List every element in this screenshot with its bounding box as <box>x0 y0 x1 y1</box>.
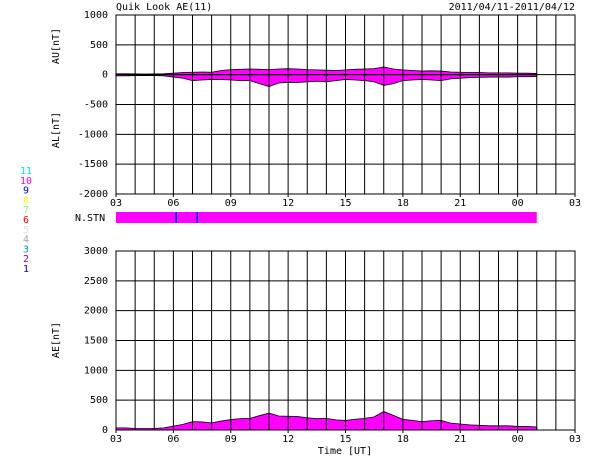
station-segment <box>116 212 176 223</box>
y-tick-label: 500 <box>90 40 108 51</box>
y-tick-label: -2000 <box>78 189 108 200</box>
x-tick-label: 21 <box>454 434 466 445</box>
x-tick-label: 18 <box>397 434 409 445</box>
x-tick-label: 15 <box>339 198 351 209</box>
x-tick-label: 12 <box>282 198 294 209</box>
x-tick-label: 03 <box>110 434 122 445</box>
y-tick-label: 2500 <box>84 276 108 287</box>
chart-title: Quik Look AE(11) <box>116 2 212 13</box>
y-tick-label: 3000 <box>84 246 108 257</box>
x-axis-label: Time [UT] <box>318 446 372 457</box>
y-tick-label: 0 <box>102 425 108 436</box>
station-legend-label: 3 <box>23 244 29 255</box>
x-tick-label: 03 <box>569 434 581 445</box>
station-legend-label: 8 <box>23 195 29 206</box>
x-tick-label: 06 <box>167 434 179 445</box>
station-legend-label: 9 <box>23 186 29 197</box>
x-tick-label: 00 <box>512 198 524 209</box>
station-legend-label: 11 <box>20 166 32 177</box>
station-segment <box>177 212 197 223</box>
station-legend-label: 10 <box>20 176 32 187</box>
x-tick-label: 09 <box>225 198 237 209</box>
y-axis-label: AE[nT] <box>51 322 62 358</box>
x-tick-label: 03 <box>110 198 122 209</box>
station-legend-label: 5 <box>23 225 29 236</box>
x-tick-label: 09 <box>225 434 237 445</box>
y-tick-label: -1000 <box>78 129 108 140</box>
y-tick-label: 1000 <box>84 10 108 21</box>
y-axis-label: AL[nT] <box>51 112 62 148</box>
station-legend-label: 2 <box>23 254 29 265</box>
x-tick-label: 12 <box>282 434 294 445</box>
y-tick-label: 1500 <box>84 336 108 347</box>
y-tick-label: 2000 <box>84 306 108 317</box>
x-tick-label: 00 <box>512 434 524 445</box>
station-label: N.STN <box>75 213 105 224</box>
y-tick-label: 500 <box>90 395 108 406</box>
x-tick-label: 15 <box>339 434 351 445</box>
station-legend-label: 6 <box>23 215 29 226</box>
y-tick-label: 0 <box>102 70 108 81</box>
x-tick-label: 18 <box>397 198 409 209</box>
y-axis-label: AU[nT] <box>51 28 62 64</box>
station-legend-label: 7 <box>23 205 29 216</box>
x-tick-label: 06 <box>167 198 179 209</box>
station-segment <box>175 212 178 223</box>
station-legend-label: 4 <box>23 235 29 246</box>
plot-frame <box>115 14 576 195</box>
y-tick-label: 1000 <box>84 365 108 376</box>
station-segment <box>198 212 537 223</box>
y-tick-label: -1500 <box>78 159 108 170</box>
plot-frame <box>115 250 576 431</box>
date-range: 2011/04/11-2011/04/12 <box>449 2 575 13</box>
station-segment <box>196 212 199 223</box>
x-tick-label: 03 <box>569 198 581 209</box>
x-tick-label: 21 <box>454 198 466 209</box>
y-tick-label: -500 <box>84 100 108 111</box>
station-legend-label: 1 <box>23 264 29 275</box>
